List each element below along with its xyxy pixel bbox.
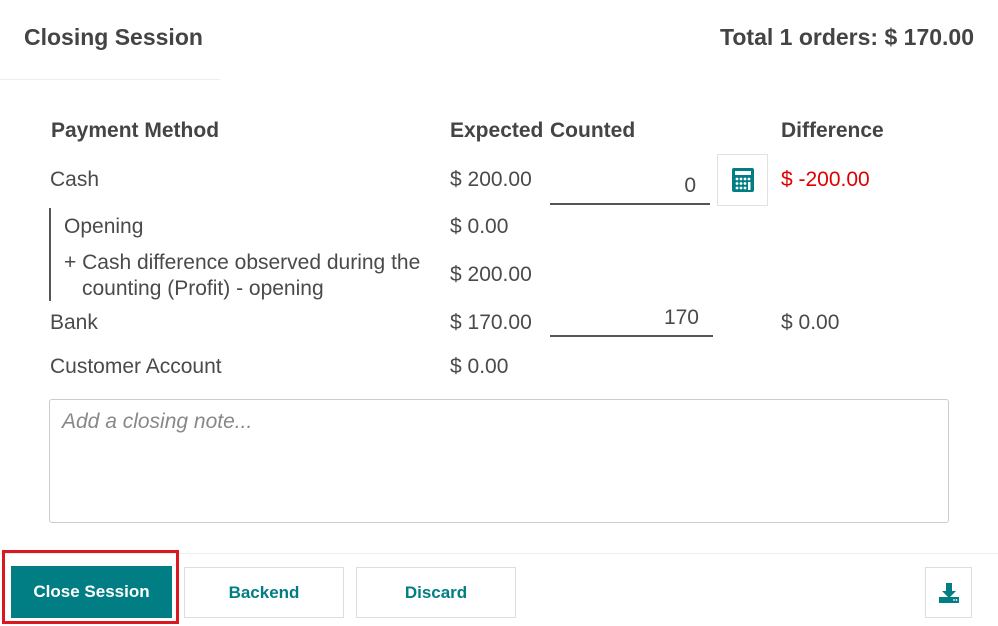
download-button[interactable] [925,567,972,618]
cash-counted-input[interactable] [550,169,710,205]
opening-amount: $ 0.00 [450,215,509,238]
bank-label: Bank [50,311,98,334]
calculator-button[interactable] [717,154,768,206]
bank-expected: $ 170.00 [450,311,532,334]
page-title: Closing Session [24,24,203,50]
customer-account-label: Customer Account [50,355,222,378]
opening-label: Opening [64,215,144,238]
backend-button[interactable]: Backend [184,567,344,618]
divider [0,79,220,80]
customer-account-expected: $ 0.00 [450,355,509,378]
header-payment-method: Payment Method [51,119,220,142]
cash-difference-amount: $ 200.00 [450,263,532,286]
header-difference: Difference [781,119,884,142]
calculator-icon [731,168,754,192]
close-session-button[interactable]: Close Session [11,566,172,618]
details-bar [49,208,51,301]
closing-note-input[interactable] [49,399,949,523]
discard-button[interactable]: Discard [356,567,516,618]
footer-divider [0,553,998,554]
cash-expected: $ 200.00 [450,168,532,191]
cash-difference: $ -200.00 [781,168,870,191]
download-icon [938,582,959,603]
bank-difference: $ 0.00 [781,311,840,334]
orders-total: Total 1 orders: $ 170.00 [720,24,974,50]
cash-label: Cash [50,168,100,191]
bank-counted-input[interactable] [550,301,713,337]
cash-difference-label: + Cash difference observed during the co… [64,251,421,300]
header-counted: Counted [550,119,636,142]
header-expected: Expected [450,119,544,142]
highlight-box [2,550,179,624]
